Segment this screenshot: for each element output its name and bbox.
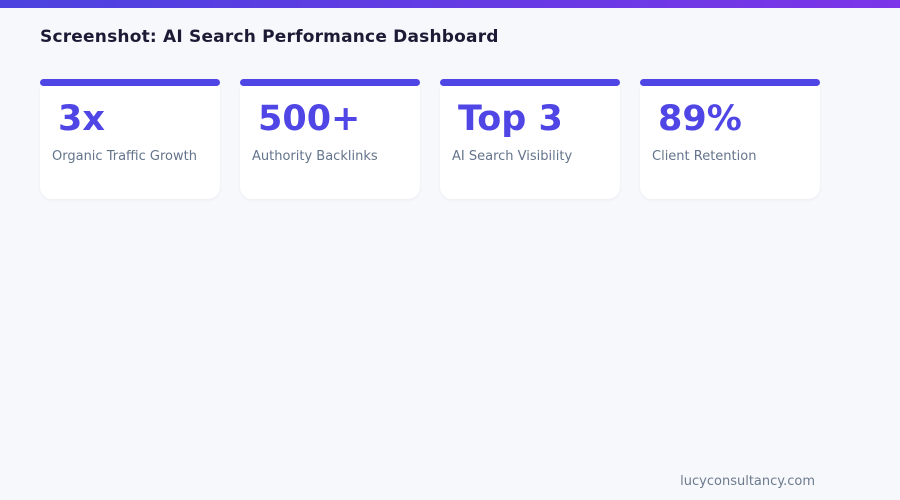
stat-card-authority-backlinks: 500+ Authority Backlinks: [240, 79, 420, 199]
stat-label: Client Retention: [652, 148, 757, 164]
stat-value: 3x: [58, 99, 105, 139]
footer-domain: lucyconsultancy.com: [680, 474, 815, 489]
card-accent-bar: [40, 79, 220, 86]
card-accent-bar: [640, 79, 820, 86]
card-accent-bar: [240, 79, 420, 86]
stat-card-body: Top 3 AI Search Visibility: [440, 86, 620, 199]
stat-card-body: 89% Client Retention: [640, 86, 820, 199]
stats-row: 3x Organic Traffic Growth 500+ Authority…: [40, 79, 820, 199]
stat-card-client-retention: 89% Client Retention: [640, 79, 820, 199]
stat-label: AI Search Visibility: [452, 148, 573, 164]
stat-card-body: 500+ Authority Backlinks: [240, 86, 420, 199]
stat-card-body: 3x Organic Traffic Growth: [40, 86, 220, 199]
stat-value: 500+: [258, 99, 361, 139]
stat-card-organic-traffic-growth: 3x Organic Traffic Growth: [40, 79, 220, 199]
page-title: Screenshot: AI Search Performance Dashbo…: [40, 27, 499, 47]
stat-label: Organic Traffic Growth: [52, 148, 197, 164]
stat-value: 89%: [658, 99, 742, 139]
card-accent-bar: [440, 79, 620, 86]
stat-card-ai-search-visibility: Top 3 AI Search Visibility: [440, 79, 620, 199]
stat-label: Authority Backlinks: [252, 148, 378, 164]
top-accent-bar: [0, 0, 900, 8]
stat-value: Top 3: [458, 99, 563, 139]
